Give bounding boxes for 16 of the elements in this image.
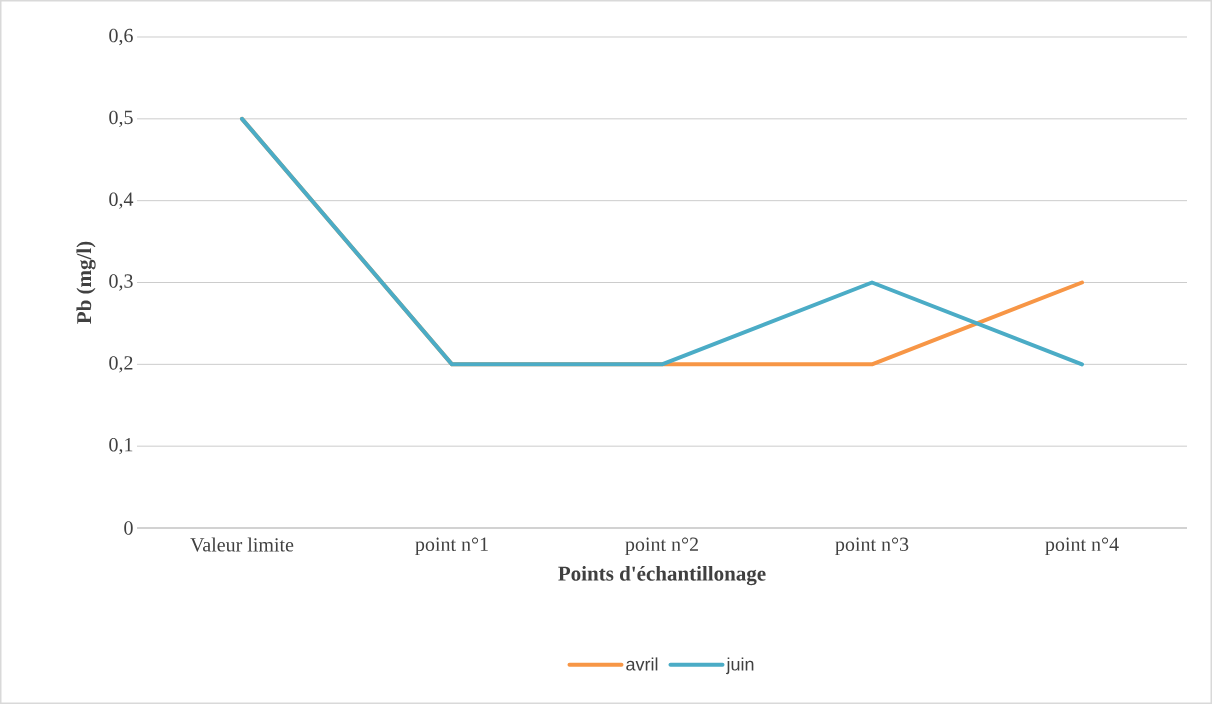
x-tick-label: Valeur limite	[190, 537, 294, 552]
x-axis-title: Points d'échantillonage	[558, 565, 766, 586]
y-tick-label: 0,1	[109, 437, 133, 455]
x-tick-label: point n°3	[835, 537, 909, 556]
x-tick-label: point n°2	[625, 537, 698, 556]
y-tick-label: 0,4	[109, 192, 134, 209]
legend-label: avril	[626, 657, 658, 671]
y-tick-label: 0,3	[109, 274, 133, 291]
y-tick-label: 0,2	[109, 356, 133, 373]
y-axis-title: Pb (mg/l)	[76, 241, 96, 324]
y-tick-label: 0,5	[109, 110, 133, 128]
legend-label: juin	[726, 657, 754, 675]
x-tick-label: point n°1	[415, 537, 488, 556]
y-tick-label: 0	[124, 521, 133, 535]
x-tick-label: point n°4	[1045, 537, 1119, 556]
y-tick-label: 0,6	[109, 28, 133, 46]
